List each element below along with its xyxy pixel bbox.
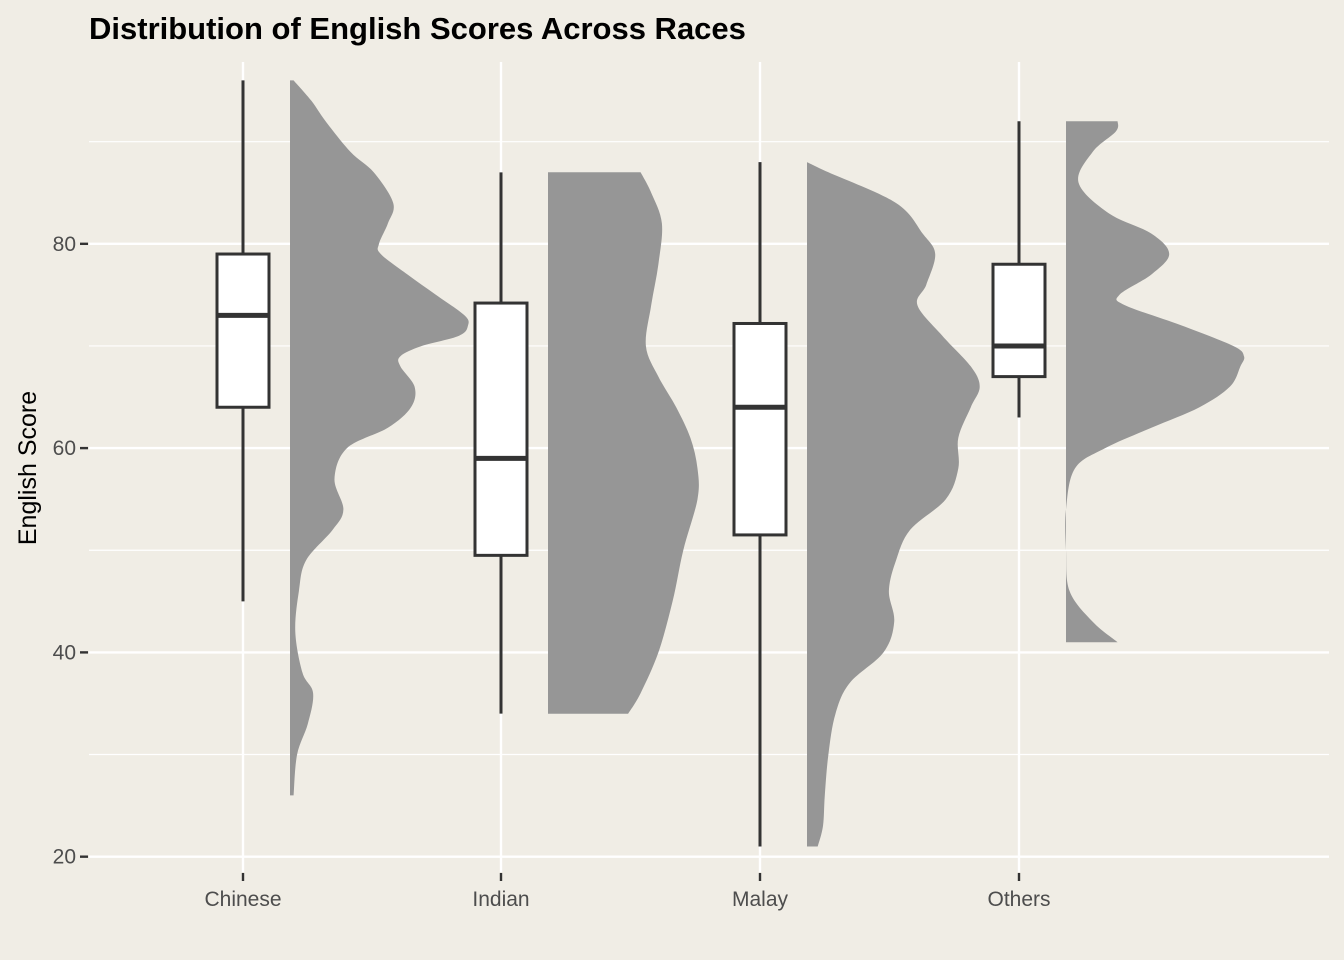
violin-layer <box>290 80 1245 847</box>
box-iqr <box>991 262 1047 379</box>
boxplot-others <box>991 121 1047 418</box>
violin-indian <box>548 172 699 714</box>
box-iqr <box>732 321 788 537</box>
boxplot-malay <box>732 162 788 847</box>
x-tick-label-malay: Malay <box>732 888 789 911</box>
violin-chinese <box>290 80 469 796</box>
violin-others <box>1065 121 1245 643</box>
x-tick-label-chinese: Chinese <box>204 888 281 911</box>
y-tick-label: 60 <box>53 437 76 460</box>
x-tick-label-indian: Indian <box>472 888 529 911</box>
boxplot-chinese <box>215 80 271 602</box>
violin-malay <box>807 162 980 847</box>
y-tick-label: 80 <box>53 233 76 256</box>
y-tick-label: 40 <box>53 641 76 664</box>
x-tick-label-others: Others <box>987 888 1050 911</box>
box-iqr <box>473 301 529 557</box>
boxplot-layer <box>215 80 1047 847</box>
x-axis: Chinese Indian Malay Others <box>204 873 1051 911</box>
box-iqr <box>215 252 271 409</box>
y-axis: 20 40 60 80 <box>53 233 88 869</box>
chart-title: Distribution of English Scores Across Ra… <box>89 11 746 46</box>
y-axis-title: English Score <box>14 391 42 545</box>
boxplot-indian <box>473 172 529 714</box>
plot-panel <box>89 62 1329 872</box>
y-tick-label: 20 <box>53 846 76 869</box>
